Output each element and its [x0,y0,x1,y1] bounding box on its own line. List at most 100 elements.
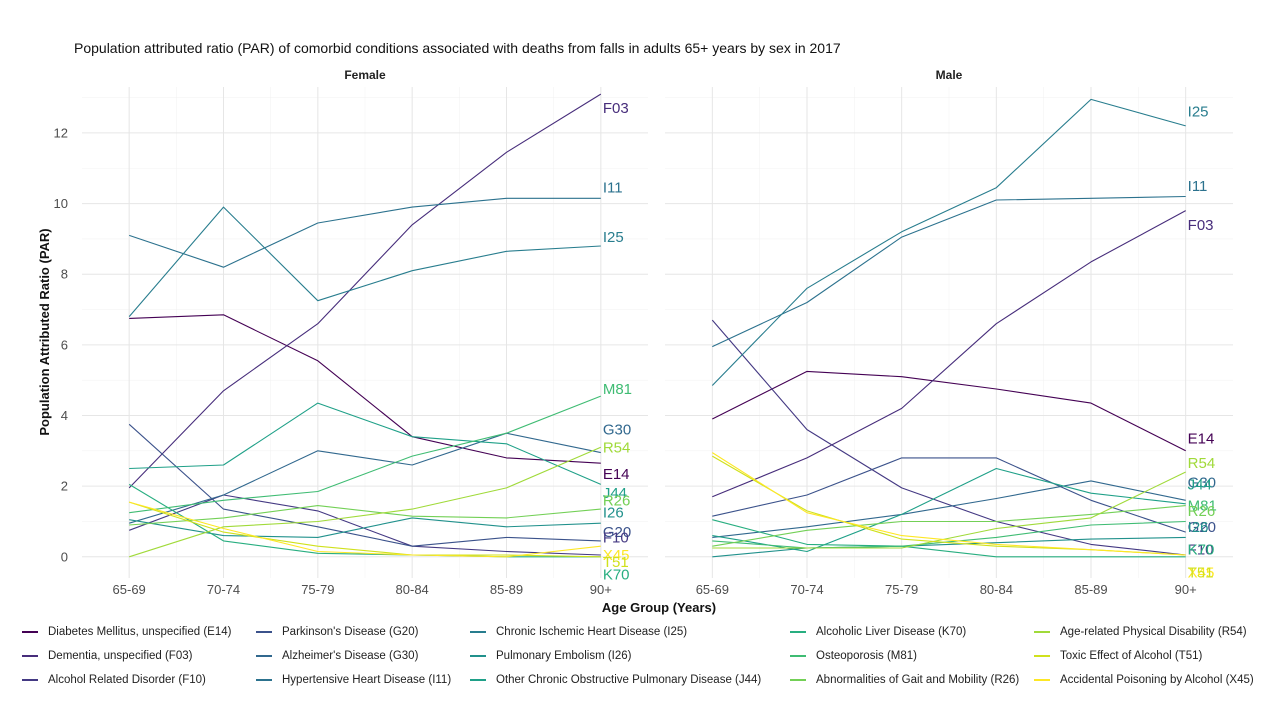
legend-key [256,631,272,633]
x-tick-label: 90+ [590,582,612,597]
series-line-female-g20 [128,423,601,547]
x-tick-label: 85-89 [1074,582,1107,597]
end-label-male-i25: I25 [1188,104,1209,121]
series-line-female-e14 [129,314,601,464]
legend-label: Chronic Ischemic Heart Disease (I25) [496,626,688,638]
series-line-female-f03 [128,93,602,489]
legend-label: Alzheimer's Disease (G30) [282,650,419,662]
end-label-male-g20: G20 [1188,519,1216,536]
end-label-female-r54: R54 [603,439,631,456]
y-axis-title: Population Attributed Ratio (PAR) [37,228,52,435]
legend-key [790,679,806,681]
legend-label: Other Chronic Obstructive Pulmonary Dise… [496,674,762,686]
end-label-female-g30: G30 [603,422,631,439]
series-line-female-x45 [129,501,601,558]
series-line-female-f10 [129,494,601,556]
legend-item-i25: Chronic Ischemic Heart Disease (I25) [470,626,687,638]
end-label-male-r54: R54 [1188,455,1216,472]
legend-item-k70: Alcoholic Liver Disease (K70) [790,626,966,638]
legend-item-g30: Alzheimer's Disease (G30) [256,650,418,662]
legend-item-r54: Age-related Physical Disability (R54) [1034,626,1247,638]
legend-key [470,655,486,657]
legend-key [470,679,486,681]
end-label-male-t51: T51 [1188,565,1214,582]
legend-item-e14: Diabetes Mellitus, unspecified (E14) [22,626,231,638]
legend-label: Diabetes Mellitus, unspecified (E14) [48,626,232,638]
series-line-male-f03 [712,210,1186,498]
end-label-male-g30: G30 [1188,475,1216,492]
series-line-female-r26 [129,505,601,526]
end-label-female-t51: T51 [603,554,629,571]
x-tick-label: 70-74 [790,582,823,597]
x-tick-label: 80-84 [980,582,1013,597]
end-label-female-i25: I25 [603,229,624,246]
legend-label: Toxic Effect of Alcohol (T51) [1060,650,1203,662]
legend-item-g20: Parkinson's Disease (G20) [256,626,418,638]
legend-item-r26: Abnormalities of Gait and Mobility (R26) [790,674,1019,686]
legend-key [1034,631,1050,633]
series-line-male-m81 [712,520,1186,549]
end-label-female-m81: M81 [603,381,632,398]
legend-label: Abnormalities of Gait and Mobility (R26) [816,674,1020,686]
series-line-male-f10 [711,319,1186,556]
end-label-female-e14: E14 [603,466,630,483]
legend-item-i26: Pulmonary Embolism (I26) [470,650,631,662]
legend-key [790,631,806,633]
end-label-female-x45: X45 [603,547,630,564]
legend-key [470,631,486,633]
series-line-male-r26 [712,505,1186,547]
series-line-male-x45 [712,452,1186,556]
x-axis-title: Age Group (Years) [602,600,716,615]
x-tick-label: 65-69 [113,582,146,597]
legend-label: Hypertensive Heart Disease (I11) [282,674,452,686]
series-line-male-i11 [712,195,1186,348]
legend-key [256,655,272,657]
panel-male: Male 65-69 70-74 75-79 80-84 85-89 90+ I25 I11 F0… [665,68,1233,597]
x-tick-label: 65-69 [696,582,729,597]
legend-label: Parkinson's Disease (G20) [282,626,419,638]
y-tick-label: 4 [61,408,68,423]
end-label-male-f10: F10 [1188,542,1214,559]
end-label-female-k70: K70 [603,566,630,583]
legend-item-f03: Dementia, unspecified (F03) [22,650,192,662]
end-label-female-i26: I26 [603,505,624,522]
chart-canvas: Population Attributed Ratio (PAR) Age Gro… [37,68,1233,615]
series-line-male-r54 [712,471,1186,549]
end-label-female-f03: F03 [603,100,629,117]
x-tick-label: 75-79 [885,582,918,597]
series-line-female-i11 [129,197,601,268]
series-line-female-i25 [128,206,601,317]
y-tick-label: 10 [54,196,68,211]
legend-label: Age-related Physical Disability (R54) [1060,626,1247,638]
end-label-male-m81: M81 [1188,498,1217,515]
series-line-male-k70 [712,519,1186,558]
end-label-female-r26: R26 [603,492,631,509]
y-tick-label: 2 [61,479,68,494]
legend-key [1034,679,1050,681]
legend-key [22,631,38,633]
end-label-male-i11: I11 [1188,178,1208,195]
end-label-male-k70: K70 [1188,542,1215,559]
series-line-male-e14 [712,370,1186,452]
legend-key [256,679,272,681]
legend-label: Alcoholic Liver Disease (K70) [816,626,967,638]
panel-label-male: Male [936,68,963,82]
legend-item-x45: Accidental Poisoning by Alcohol (X45) [1034,674,1254,686]
panel-label-female: Female [344,68,386,82]
legend-key [790,655,806,657]
series-line-female-j44 [129,402,602,485]
y-tick-label: 0 [61,549,68,564]
x-tick-label: 70-74 [207,582,240,597]
legend-item-j44: Other Chronic Obstructive Pulmonary Dise… [470,674,761,686]
y-tick-label: 8 [61,267,68,282]
end-label-female-i11: I11 [603,180,623,197]
series-line-female-r54 [129,446,602,558]
series-line-female-i26 [129,517,601,538]
end-label-male-x45: X45 [1188,565,1215,582]
end-label-male-r26: R26 [1188,503,1216,520]
panel-female: Female 65-69 70-74 75-79 80-84 85-89 90+ F03 I11… [82,68,648,597]
legend-item-m81: Osteoporosis (M81) [790,650,917,662]
series-line-male-g20 [712,457,1186,533]
x-tick-label: 75-79 [301,582,334,597]
series-line-male-j44 [712,467,1186,553]
